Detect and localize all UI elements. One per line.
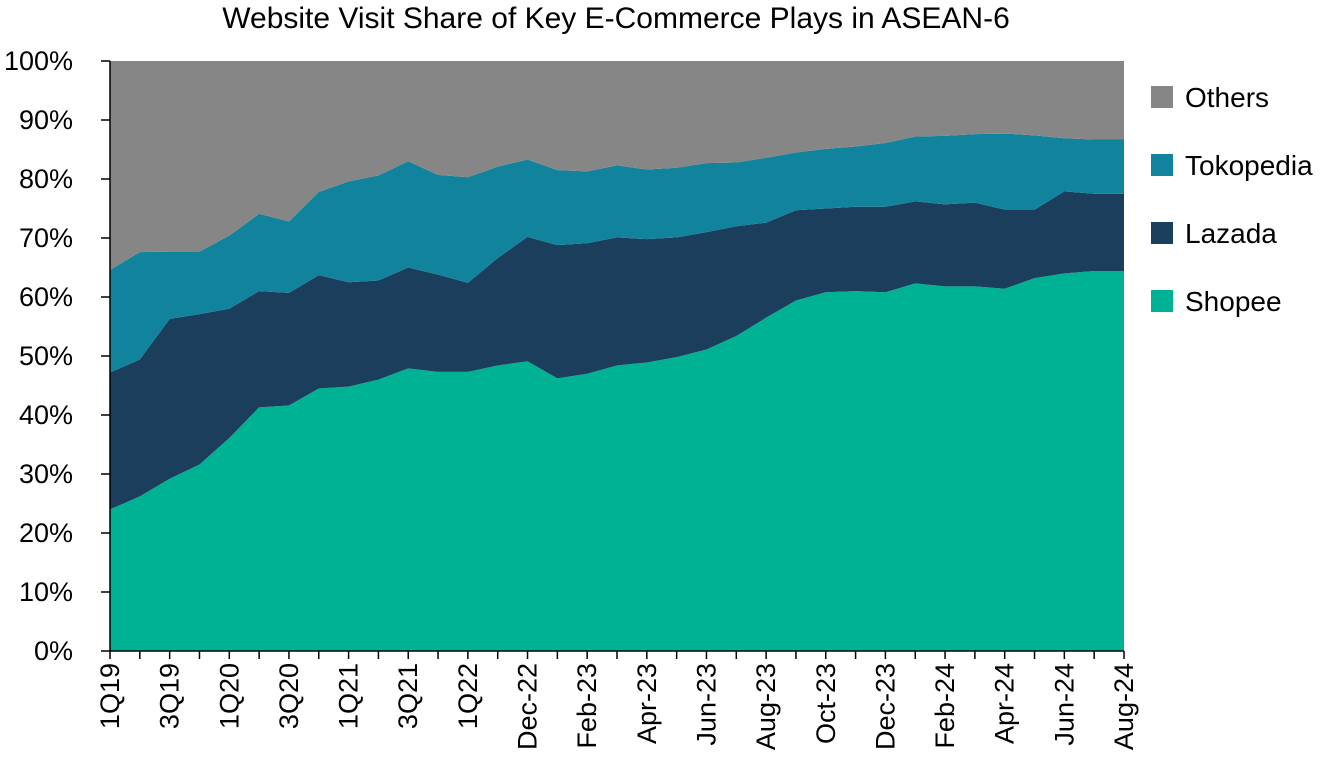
x-tick-label: Oct-23	[811, 663, 841, 744]
legend: Others Tokopedia Lazada Shopee	[1151, 82, 1313, 317]
x-tick-label: Aug-24	[1109, 663, 1139, 750]
x-tick-label: 3Q21	[393, 663, 423, 729]
y-tick-label: 10%	[19, 577, 73, 607]
y-tick-label: 0%	[34, 636, 73, 666]
y-tick-label: 70%	[19, 223, 73, 253]
area-tokopedia	[110, 133, 1124, 373]
x-tick-label: Jun-24	[1049, 663, 1079, 746]
x-tick-label: Aug-23	[751, 663, 781, 750]
legend-label-tokopedia: Tokopedia	[1185, 150, 1313, 181]
y-tick-label: 100%	[4, 46, 73, 76]
y-tick-label: 40%	[19, 400, 73, 430]
y-tick-label: 80%	[19, 164, 73, 194]
x-tick-label: Apr-23	[632, 663, 662, 744]
area-shopee	[110, 271, 1124, 651]
legend-label-shopee: Shopee	[1185, 286, 1282, 317]
x-tick-label: 1Q19	[95, 663, 125, 729]
area-lazada	[110, 191, 1124, 510]
x-tick-label: Feb-23	[572, 663, 602, 749]
y-tick-label: 50%	[19, 341, 73, 371]
x-tick-label: 1Q22	[453, 663, 483, 729]
x-tick-label: 1Q21	[334, 663, 364, 729]
x-tick-label: 3Q19	[155, 663, 185, 729]
y-tick-label: 90%	[19, 105, 73, 135]
x-tick-label: Apr-24	[990, 663, 1020, 744]
x-tick-label: Dec-22	[513, 663, 543, 750]
area-others	[110, 61, 1124, 270]
legend-label-lazada: Lazada	[1185, 218, 1277, 249]
legend-swatch-lazada	[1151, 222, 1173, 244]
y-tick-label: 30%	[19, 459, 73, 489]
x-tick-label: 1Q20	[214, 663, 244, 729]
legend-swatch-shopee	[1151, 290, 1173, 312]
y-tick-label: 20%	[19, 518, 73, 548]
chart-title: Website Visit Share of Key E-Commerce Pl…	[222, 2, 1010, 35]
legend-swatch-others	[1151, 86, 1173, 108]
x-tick-label: 3Q20	[274, 663, 304, 729]
x-tick-label: Feb-24	[930, 663, 960, 749]
legend-swatch-tokopedia	[1151, 154, 1173, 176]
x-tick-label: Dec-23	[870, 663, 900, 750]
x-tick-label: Jun-23	[691, 663, 721, 746]
area-series-group	[110, 61, 1124, 651]
y-tick-label: 60%	[19, 282, 73, 312]
axes-group: 0% 10% 20% 30% 40% 50% 60% 70% 80% 90% 100% 1Q19 3Q1…	[4, 46, 1139, 750]
legend-label-others: Others	[1185, 82, 1269, 113]
